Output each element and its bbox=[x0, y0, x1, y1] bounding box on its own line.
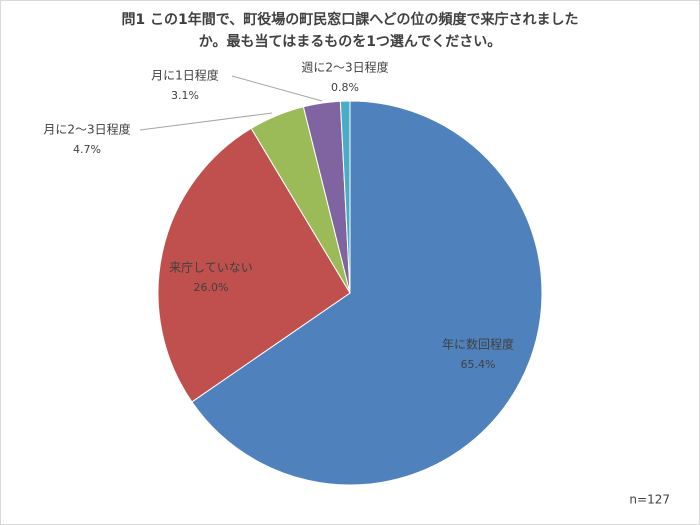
value-label: 3.1% bbox=[171, 89, 199, 102]
slice-label: 月に2～3日程度 bbox=[43, 122, 130, 137]
leader-line bbox=[231, 75, 323, 102]
value-label: 0.8% bbox=[331, 81, 359, 94]
pie-slice bbox=[191, 100, 543, 486]
slice-label: 週に2～3日程度 bbox=[301, 60, 388, 75]
pie-slice bbox=[339, 100, 351, 294]
value-label: 4.7% bbox=[73, 143, 101, 156]
slice-label: 来庁していない bbox=[169, 261, 253, 275]
value-label: 26.0% bbox=[194, 281, 229, 294]
pie-slice bbox=[157, 127, 351, 403]
sample-note: n=127 bbox=[629, 493, 670, 507]
chart-title: 問1 この1年間で、町役場の町民窓口課へどの位の頻度で来庁されました bbox=[121, 11, 578, 28]
slice-label: 月に1日程度 bbox=[151, 68, 219, 83]
chart-title: か。最も当てはまるものを1つ選んでください。 bbox=[199, 33, 501, 50]
slice-label: 年に数回程度 bbox=[442, 337, 514, 352]
value-label: 65.4% bbox=[461, 358, 496, 371]
leader-line bbox=[139, 112, 273, 131]
